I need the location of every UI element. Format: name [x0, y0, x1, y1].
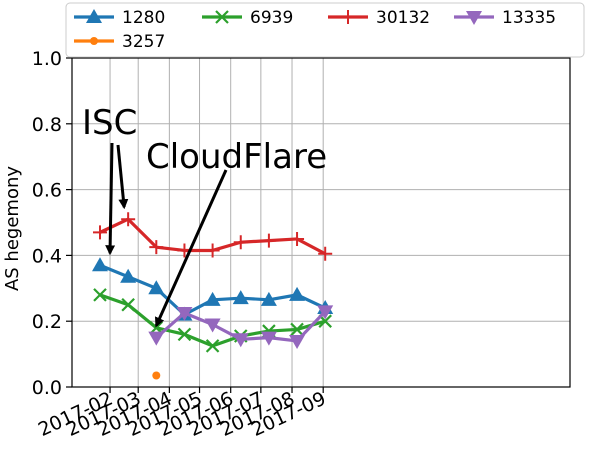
legend-label: 1280: [122, 8, 165, 28]
y-tick-label: 0.6: [32, 180, 62, 202]
annotation-text: CloudFlare: [146, 137, 327, 177]
legend-label: 30132: [376, 8, 430, 28]
legend-marker: [466, 11, 482, 25]
plot-frame: [71, 57, 571, 388]
data-point-30132: [290, 231, 305, 246]
annotation-arrow: [105, 142, 116, 256]
legend-item-3257: 3257: [74, 32, 165, 52]
data-point-13335: [317, 305, 334, 320]
data-point-3257: [152, 371, 161, 380]
y-tick-label: 0.0: [32, 377, 62, 399]
data-point-30132: [205, 243, 220, 258]
grid: [72, 57, 570, 388]
data-point-1280: [120, 268, 137, 283]
legend-item-13335: 13335: [454, 8, 556, 28]
legend-marker: [86, 9, 102, 23]
legend-item-1280: 1280: [74, 8, 165, 28]
data-point-6939: [205, 339, 220, 353]
data-point-13335: [176, 306, 193, 321]
data-point-1280: [204, 291, 221, 306]
legend-item-6939: 6939: [202, 8, 293, 28]
series-13335: [148, 305, 334, 349]
data-point-1280: [289, 286, 306, 301]
series-3257: [152, 371, 161, 380]
data-point-6939: [177, 327, 192, 342]
data-point-30132: [233, 235, 248, 250]
series-1280: [92, 257, 334, 321]
legend-marker: [215, 10, 229, 24]
legend-label: 6939: [250, 8, 293, 28]
annotation-text: ISC: [82, 103, 137, 143]
data-point-13335: [289, 334, 306, 349]
data-point-1280: [232, 290, 249, 305]
data-point-1280: [148, 280, 165, 295]
data-point-30132: [121, 212, 136, 227]
data-point-13335: [204, 318, 221, 333]
y-tick-label: 1.0: [32, 48, 62, 70]
data-point-13335: [232, 333, 249, 348]
annotation-arrow: [154, 169, 228, 328]
series-line-1280: [99, 263, 326, 317]
data-point-6939: [290, 322, 304, 337]
y-axis-label: AS hegemony: [2, 166, 23, 291]
data-point-30132: [261, 233, 276, 248]
data-point-1280: [260, 291, 277, 306]
legend-marker: [341, 10, 355, 24]
legend-item-30132: 30132: [328, 8, 430, 28]
annotation-arrow: [116, 144, 129, 210]
data-point-6939: [121, 297, 135, 312]
data-point-13335: [260, 331, 277, 346]
legend-label: 13335: [502, 8, 556, 28]
annotation-cloudflare: CloudFlare: [146, 137, 327, 328]
data-point-13335: [148, 331, 165, 346]
legend-label: 3257: [122, 32, 165, 52]
legend: 1280 6939 30132 13335 3257: [65, 2, 585, 58]
legend-marker: [90, 37, 98, 45]
y-tick-label: 0.4: [32, 245, 62, 267]
data-point-1280: [92, 257, 108, 272]
series-layer: [92, 212, 334, 380]
axes: 0.00.20.40.60.81.02017-022017-032017-042…: [2, 48, 571, 441]
data-point-30132: [318, 246, 333, 261]
data-point-30132: [93, 225, 107, 240]
y-tick-label: 0.8: [32, 114, 62, 136]
y-tick-label: 0.2: [32, 311, 62, 333]
data-point-30132: [149, 240, 164, 255]
series-30132: [93, 212, 333, 261]
annotation-isc: ISC: [82, 103, 137, 256]
data-point-6939: [93, 288, 107, 302]
